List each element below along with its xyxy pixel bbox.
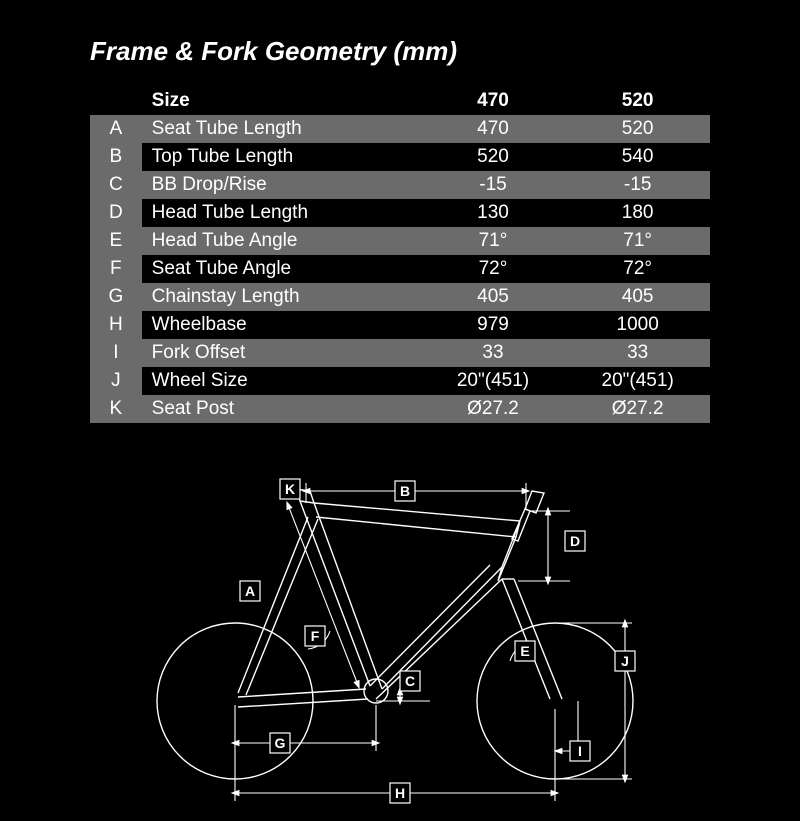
header-size-1: 470 [421,87,566,115]
row-key: B [90,143,142,171]
row-value-1: 470 [421,115,566,143]
row-value-1: -15 [421,171,566,199]
table-row: ASeat Tube Length470520 [90,115,710,143]
diagram-label-f: F [311,628,320,644]
row-key: E [90,227,142,255]
row-value-2: 20"(451) [565,367,710,395]
diagram-label-g: G [275,735,286,751]
row-value-2: 520 [565,115,710,143]
table-row: JWheel Size20"(451)20"(451) [90,367,710,395]
row-value-2: -15 [565,171,710,199]
row-value-2: 180 [565,199,710,227]
row-value-1: 130 [421,199,566,227]
row-key: K [90,395,142,423]
row-value-1: 405 [421,283,566,311]
table-row: CBB Drop/Rise-15-15 [90,171,710,199]
table-row: FSeat Tube Angle72°72° [90,255,710,283]
row-key: G [90,283,142,311]
header-label: Size [142,87,421,115]
row-value-2: 540 [565,143,710,171]
row-label: Seat Post [142,395,421,423]
row-label: Head Tube Angle [142,227,421,255]
row-key: D [90,199,142,227]
row-label: Top Tube Length [142,143,421,171]
diagram-label-c: C [405,673,415,689]
header-size-2: 520 [565,87,710,115]
row-key: J [90,367,142,395]
row-key: F [90,255,142,283]
row-label: Chainstay Length [142,283,421,311]
geometry-diagram: A B C D E F G H I J K [130,461,670,821]
diagram-label-j: J [621,653,629,669]
row-value-1: 979 [421,311,566,339]
diagram-label-a: A [245,583,255,599]
row-key: H [90,311,142,339]
geometry-table: Size 470 520 ASeat Tube Length470520BTop… [90,87,710,423]
table-row: HWheelbase9791000 [90,311,710,339]
row-label: Fork Offset [142,339,421,367]
row-value-1: 520 [421,143,566,171]
row-value-2: 72° [565,255,710,283]
row-label: Wheelbase [142,311,421,339]
diagram-label-k: K [285,481,295,497]
row-label: Wheel Size [142,367,421,395]
diagram-label-d: D [570,533,580,549]
row-value-1: 72° [421,255,566,283]
diagram-label-e: E [520,643,529,659]
row-value-2: 405 [565,283,710,311]
row-value-1: 71° [421,227,566,255]
table-row: DHead Tube Length130180 [90,199,710,227]
row-value-1: 20"(451) [421,367,566,395]
row-label: BB Drop/Rise [142,171,421,199]
row-label: Seat Tube Angle [142,255,421,283]
row-value-2: Ø27.2 [565,395,710,423]
table-header-row: Size 470 520 [90,87,710,115]
row-label: Seat Tube Length [142,115,421,143]
table-row: IFork Offset3333 [90,339,710,367]
row-label: Head Tube Length [142,199,421,227]
row-value-2: 33 [565,339,710,367]
row-key: A [90,115,142,143]
page-title: Frame & Fork Geometry (mm) [90,36,710,67]
diagram-label-h: H [395,785,405,801]
row-key: C [90,171,142,199]
row-value-1: Ø27.2 [421,395,566,423]
table-row: GChainstay Length405405 [90,283,710,311]
diagram-label-b: B [400,483,410,499]
row-value-2: 1000 [565,311,710,339]
table-row: BTop Tube Length520540 [90,143,710,171]
table-row: EHead Tube Angle71°71° [90,227,710,255]
row-key: I [90,339,142,367]
row-value-2: 71° [565,227,710,255]
row-value-1: 33 [421,339,566,367]
table-row: KSeat PostØ27.2Ø27.2 [90,395,710,423]
diagram-label-i: I [578,743,582,759]
